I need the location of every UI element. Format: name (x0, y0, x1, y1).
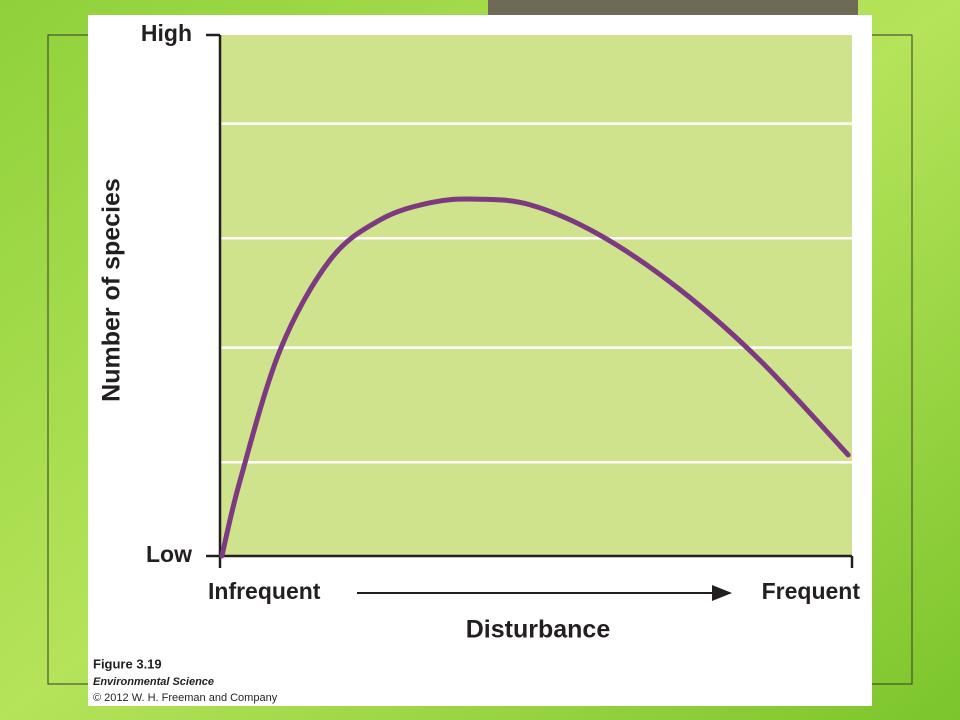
caption-figure: Figure 3.19 (93, 656, 162, 671)
plot-area (220, 35, 852, 556)
plot: Low High Infrequent Frequent (141, 20, 860, 604)
x-axis-title: Disturbance (466, 616, 611, 644)
x-tick-label: Frequent (762, 578, 861, 604)
x-tick-label: Infrequent (208, 578, 321, 604)
y-axis-title: Number of species (98, 178, 126, 402)
y-tick-label: High (141, 20, 192, 46)
caption-copyright: © 2012 W. H. Freeman and Company (93, 692, 278, 704)
y-tick-label: Low (146, 541, 192, 567)
curve (219, 196, 851, 559)
top-bar (488, 0, 858, 15)
caption-book: Environmental Science (93, 676, 214, 688)
